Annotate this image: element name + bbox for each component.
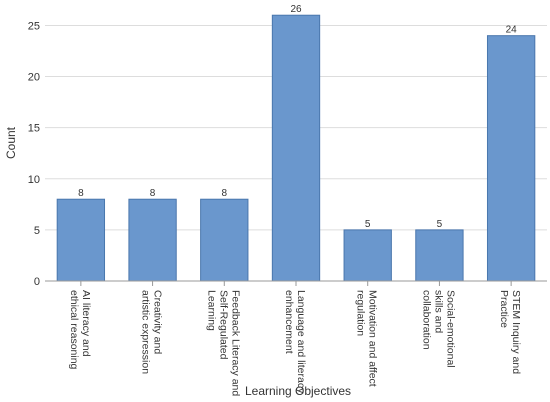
- y-axis-ticks: 0 5 10 15 20 25: [28, 20, 40, 288]
- y-tick-label: 15: [28, 123, 40, 135]
- data-labels: 8 8 8 26 5 5 24: [78, 4, 517, 230]
- x-tick-label-line: Practice: [498, 290, 510, 328]
- y-tick-label: 10: [28, 174, 40, 186]
- bar: [343, 229, 392, 282]
- x-tick-label-line: STEM Inquiry and: [510, 290, 522, 374]
- bar-value-label: 26: [290, 4, 302, 15]
- y-tick-label: 25: [28, 20, 40, 32]
- bar: [415, 229, 464, 282]
- bar-value-label: 8: [222, 188, 228, 199]
- x-tick-label-line: Language and literacy: [295, 290, 307, 394]
- x-tick-label-line: Self-Regulated: [217, 290, 229, 360]
- bar-value-label: 5: [365, 219, 371, 230]
- bar: [486, 35, 536, 282]
- y-tick-label: 20: [28, 72, 40, 84]
- y-tick-label: 0: [34, 276, 40, 288]
- y-axis-title: Count: [4, 126, 18, 159]
- x-tick-label-line: regulation: [355, 290, 367, 336]
- bar-value-label: 8: [78, 188, 84, 199]
- bar: [128, 198, 177, 282]
- x-tick-label-line: Creativity and: [152, 290, 164, 354]
- x-tick-label-line: skills and: [432, 290, 444, 333]
- x-tick-label: Feedback Literacy andSelf-RegulatedLearn…: [205, 290, 241, 396]
- x-tick-label-line: collaboration: [420, 290, 432, 350]
- y-tick-label: 5: [34, 225, 40, 237]
- x-tick-label-line: Social-emotional: [444, 290, 456, 368]
- x-tick-label-line: artistic expression: [140, 290, 152, 374]
- bar: [271, 14, 321, 282]
- x-tick-label-line: Feedback Literacy and: [229, 290, 241, 396]
- x-tick-label-line: enhancement: [283, 290, 295, 354]
- bars: [56, 14, 536, 282]
- bar-value-label: 24: [506, 25, 518, 36]
- x-axis-title: Learning Objectives: [245, 384, 351, 398]
- bar-value-label: 5: [437, 219, 443, 230]
- bar: [200, 198, 249, 282]
- bar: [56, 198, 106, 282]
- x-tick-label-line: Learning: [205, 290, 217, 331]
- bar-value-label: 8: [150, 188, 156, 199]
- x-tick-label-line: ethical reasoning: [68, 290, 80, 370]
- x-tick-label-line: AI literacy and: [80, 290, 92, 357]
- x-tick-label-line: Motivation and affect: [367, 290, 379, 387]
